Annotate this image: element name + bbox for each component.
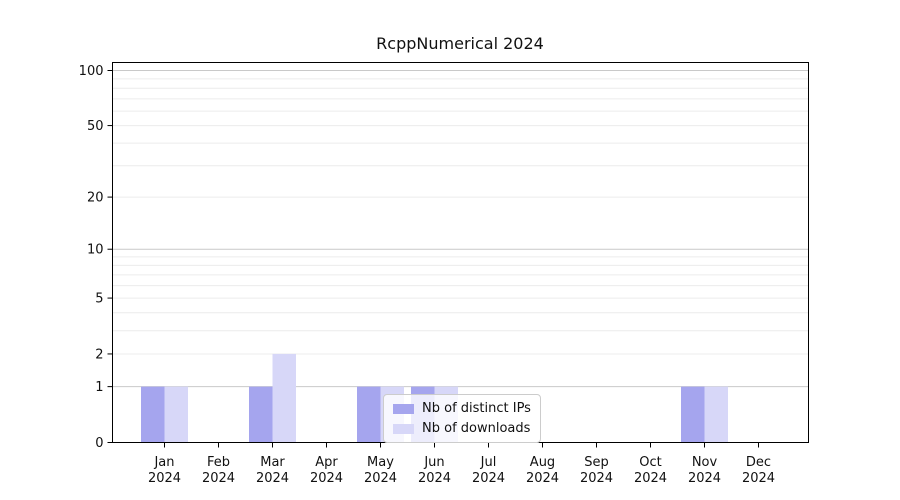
legend-swatch-distinct-ips: [393, 403, 414, 414]
x-tick-label: Mar 2024: [256, 455, 289, 486]
y-tick-label: 10: [87, 243, 104, 258]
y-tick-label: 5: [95, 292, 103, 307]
bar-downloads-nov: [704, 386, 728, 443]
x-tick-label: Oct 2024: [634, 455, 667, 486]
legend-item-downloads: Nb of downloads: [393, 421, 531, 436]
x-tick-label: Nov 2024: [688, 455, 721, 486]
bar-downloads-mar: [272, 353, 296, 443]
y-tick-label: 50: [87, 119, 104, 134]
legend-swatch-downloads: [393, 423, 414, 434]
x-tick-label: Jun 2024: [418, 455, 451, 486]
x-tick-label: May 2024: [364, 455, 397, 486]
chart-title: RcppNumerical 2024: [376, 34, 544, 53]
bar-distinct-ips-jan: [141, 386, 165, 443]
y-tick-label: 100: [79, 64, 104, 79]
legend: Nb of distinct IPs Nb of downloads: [383, 394, 541, 443]
y-tick-label: 0: [95, 436, 103, 451]
legend-label-downloads: Nb of downloads: [422, 421, 531, 436]
bar-distinct-ips-may: [357, 386, 381, 443]
x-tick-label: Sep 2024: [580, 455, 613, 486]
bar-distinct-ips-nov: [681, 386, 705, 443]
legend-item-distinct-ips: Nb of distinct IPs: [393, 401, 531, 416]
plot-frame: [112, 62, 809, 443]
y-tick-label: 20: [87, 191, 104, 206]
x-tick-label: Dec 2024: [742, 455, 775, 486]
y-tick-label: 1: [95, 380, 103, 395]
y-tick-label: 2: [95, 347, 103, 362]
x-tick-label: Jul 2024: [472, 455, 505, 486]
x-tick-label: Jan 2024: [148, 455, 181, 486]
bar-downloads-jan: [164, 386, 188, 443]
x-tick-label: Apr 2024: [310, 455, 343, 486]
bar-distinct-ips-mar: [249, 386, 273, 443]
legend-label-distinct-ips: Nb of distinct IPs: [422, 401, 531, 416]
x-tick-label: Aug 2024: [526, 455, 559, 486]
x-tick-label: Feb 2024: [202, 455, 235, 486]
